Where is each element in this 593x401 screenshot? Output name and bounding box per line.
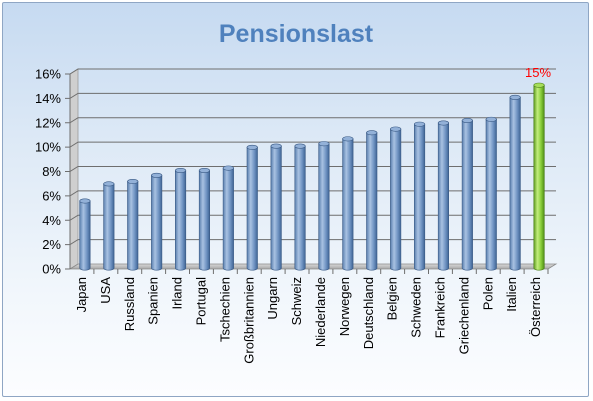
x-tick-label: Polen: [480, 277, 495, 310]
x-tick-label: Österreich: [528, 277, 543, 337]
bar: [175, 168, 187, 271]
x-tick-label: Norwegen: [337, 277, 352, 336]
bar: [127, 178, 139, 271]
x-tick-label: Japan: [74, 277, 89, 312]
y-tick-label: 10%: [35, 140, 61, 155]
y-tick-label: 8%: [42, 164, 61, 179]
x-tick-label: Schweiz: [289, 277, 304, 325]
x-tick-label: Italien: [504, 277, 519, 312]
bar: [198, 168, 210, 271]
bar: [151, 172, 163, 271]
bar: [437, 120, 450, 271]
y-tick-label: 14%: [35, 91, 61, 106]
y-tick-label: 4%: [42, 213, 61, 228]
x-tick-label: Spanien: [146, 277, 161, 325]
x-tick-label: Russland: [122, 277, 137, 331]
y-tick-label: 6%: [42, 188, 61, 203]
y-tick-label: 12%: [35, 115, 61, 130]
y-tick-label: 2%: [42, 237, 61, 252]
bar: [533, 82, 545, 271]
x-tick-label: Deutschland: [361, 277, 376, 349]
bar: [366, 130, 378, 271]
x-tick-label: Schweden: [409, 277, 424, 338]
x-tick-label: Frankreich: [432, 277, 447, 338]
gridline: [69, 68, 556, 75]
bar: [390, 126, 402, 271]
x-tick-label: Niederlande: [313, 277, 328, 347]
y-tick-label: 0%: [42, 262, 61, 277]
bar: [294, 143, 306, 271]
bar: [79, 198, 91, 271]
bar: [509, 94, 521, 271]
chart-title: Pensionslast: [219, 20, 374, 48]
y-tick-label: 16%: [35, 67, 61, 82]
bar: [413, 121, 426, 271]
bar: [485, 116, 497, 271]
x-tick-label: Portugal: [193, 277, 208, 326]
x-tick-label: Irland: [170, 277, 185, 310]
x-tick-label: Großbritannien: [241, 277, 256, 364]
bar: [461, 118, 473, 271]
bar: [342, 136, 354, 271]
x-tick-label: Griechenland: [456, 277, 471, 354]
gridline: [69, 92, 556, 99]
x-tick-label: USA: [98, 277, 113, 304]
x-tick-label: Tschechien: [217, 277, 232, 342]
data-label: 15%: [525, 65, 551, 80]
plot-floor: [68, 263, 558, 270]
bar: [246, 144, 258, 271]
bar: [318, 141, 330, 271]
x-tick-label: Belgien: [385, 277, 400, 320]
gridline: [69, 117, 556, 124]
bar: [103, 181, 115, 271]
x-tick-label: Ungarn: [265, 277, 280, 320]
bar: [222, 165, 234, 271]
bar: [270, 143, 282, 271]
